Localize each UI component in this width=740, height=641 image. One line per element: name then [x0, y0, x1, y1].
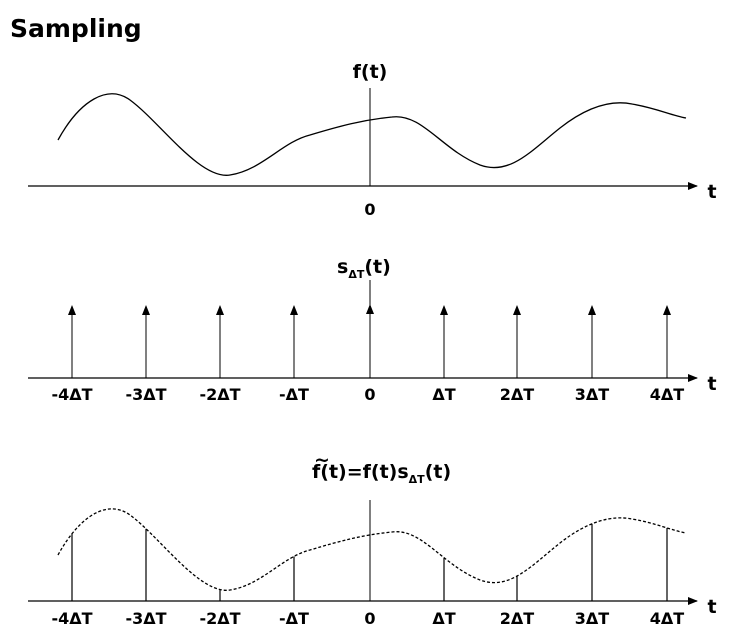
- tick-label: -ΔT: [279, 385, 309, 404]
- tick-label: -4ΔT: [51, 385, 92, 404]
- tick-label: ΔT: [432, 609, 455, 628]
- tick-label: -2ΔT: [199, 609, 240, 628]
- t-axis-label: t: [707, 596, 716, 618]
- tick-label: -3ΔT: [125, 609, 166, 628]
- tick-label: 2ΔT: [500, 385, 535, 404]
- sampled-panel: ~ f(t)=f(t)sΔT(t) t -4ΔT -3ΔT -2ΔT -ΔT 0 ΔT 2ΔT…: [28, 449, 717, 628]
- tick-label: 2ΔT: [500, 609, 535, 628]
- impulse-train-label: sΔT(t): [337, 256, 391, 281]
- t-axis-label: t: [707, 373, 716, 395]
- tick-label: 4ΔT: [650, 609, 685, 628]
- tick-label: -ΔT: [279, 609, 309, 628]
- tick-label: 0: [364, 385, 375, 404]
- page-title: Sampling: [10, 14, 142, 43]
- tick-label: -3ΔT: [125, 385, 166, 404]
- tick-label: 4ΔT: [650, 385, 685, 404]
- tick-label: ΔT: [432, 385, 455, 404]
- tick-label: 0: [364, 609, 375, 628]
- impulse-arrow: [366, 304, 374, 314]
- tick-label: -2ΔT: [199, 385, 240, 404]
- impulse-train-panel: sΔT(t) t -4ΔT -3ΔT -2ΔT -ΔT 0 ΔT 2ΔT 3ΔT 4ΔT: [28, 256, 717, 404]
- origin-label: 0: [364, 200, 375, 219]
- tilde-mark: ~: [314, 449, 330, 471]
- tick-label: 3ΔT: [575, 385, 610, 404]
- signal-label: f(t): [353, 61, 388, 83]
- tick-label: 3ΔT: [575, 609, 610, 628]
- t-axis-label: t: [707, 181, 716, 203]
- tick-label: -4ΔT: [51, 609, 92, 628]
- signal-curve: [57, 93, 687, 176]
- signal-panel: f(t) t 0: [28, 61, 717, 219]
- sampled-label: ~ f(t)=f(t)sΔT(t): [312, 449, 451, 486]
